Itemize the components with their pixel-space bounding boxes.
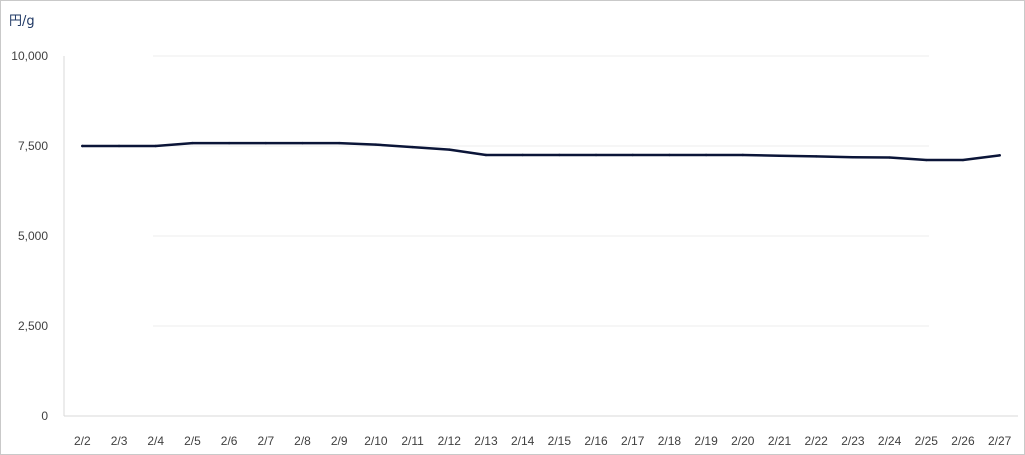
x-tick-label: 2/7: [257, 434, 274, 448]
data-point: [448, 148, 451, 151]
data-point: [558, 153, 561, 157]
x-tick-label: 2/21: [768, 434, 792, 448]
x-tick-label: 2/4: [147, 434, 164, 448]
gridlines: [153, 55, 929, 327]
x-tick-label: 2/19: [694, 434, 718, 448]
data-point: [374, 143, 378, 146]
data-point: [594, 153, 598, 157]
x-tick-label: 2/8: [294, 434, 311, 448]
y-tick-label: 5,000: [18, 229, 48, 243]
x-tick-label: 2/18: [658, 434, 682, 448]
data-point: [631, 153, 634, 157]
data-point: [154, 144, 157, 148]
x-tick-label: 2/2: [74, 434, 91, 448]
data-point: [851, 155, 855, 159]
x-tick-label: 2/23: [841, 434, 865, 448]
y-tick-label: 7,500: [18, 139, 48, 153]
x-tick-label: 2/6: [221, 434, 238, 448]
x-tick-label: 2/24: [878, 434, 902, 448]
y-axis-unit-label: 円/g: [9, 14, 35, 29]
data-point: [191, 141, 194, 145]
x-tick-label: 2/11: [401, 434, 424, 448]
data-point: [484, 153, 488, 157]
data-point: [117, 144, 121, 148]
x-tick-label: 2/5: [184, 434, 201, 448]
data-point: [998, 154, 1001, 157]
x-tick-label: 2/22: [805, 434, 829, 448]
data-point: [778, 154, 781, 157]
data-point: [264, 141, 268, 145]
data-point: [521, 153, 524, 157]
x-tick-label: 2/10: [364, 434, 388, 448]
axes: [63, 56, 1018, 417]
y-tick-label: 2,500: [18, 319, 48, 333]
data-point: [741, 153, 745, 157]
x-tick-label: 2/17: [621, 434, 645, 448]
x-tick-label: 2/20: [731, 434, 755, 448]
data-point: [925, 158, 928, 162]
x-tick-label: 2/26: [951, 434, 975, 448]
data-point: [668, 153, 671, 157]
x-tick-label: 2/27: [988, 434, 1012, 448]
x-tick-label: 2/3: [111, 434, 128, 448]
x-tick-label: 2/16: [584, 434, 608, 448]
data-point: [704, 153, 708, 157]
x-tick-label: 2/15: [548, 434, 572, 448]
y-tick-labels: 0 2,500 5,000 7,500 10,000: [11, 49, 48, 423]
x-tick-label: 2/12: [438, 434, 462, 448]
series-layer: [81, 141, 1001, 162]
data-point: [888, 156, 891, 159]
y-tick-label: 10,000: [11, 49, 48, 63]
data-point: [961, 158, 965, 162]
y-tick-label: 0: [41, 409, 48, 423]
x-tick-label: 2/13: [474, 434, 498, 448]
x-tick-labels: 2/2 2/3 2/4 2/5 2/6 2/7 2/8 2/9 2/10 2/11 2/12 2/13…: [74, 434, 1012, 448]
x-tick-label: 2/25: [915, 434, 939, 448]
data-point: [411, 145, 414, 149]
data-point: [81, 144, 84, 148]
data-point: [301, 141, 304, 145]
data-point: [337, 141, 341, 145]
data-point: [227, 141, 231, 145]
x-tick-label: 2/14: [511, 434, 535, 448]
series-line: [81, 141, 1001, 162]
data-point: [814, 155, 818, 158]
x-tick-label: 2/9: [331, 434, 348, 448]
